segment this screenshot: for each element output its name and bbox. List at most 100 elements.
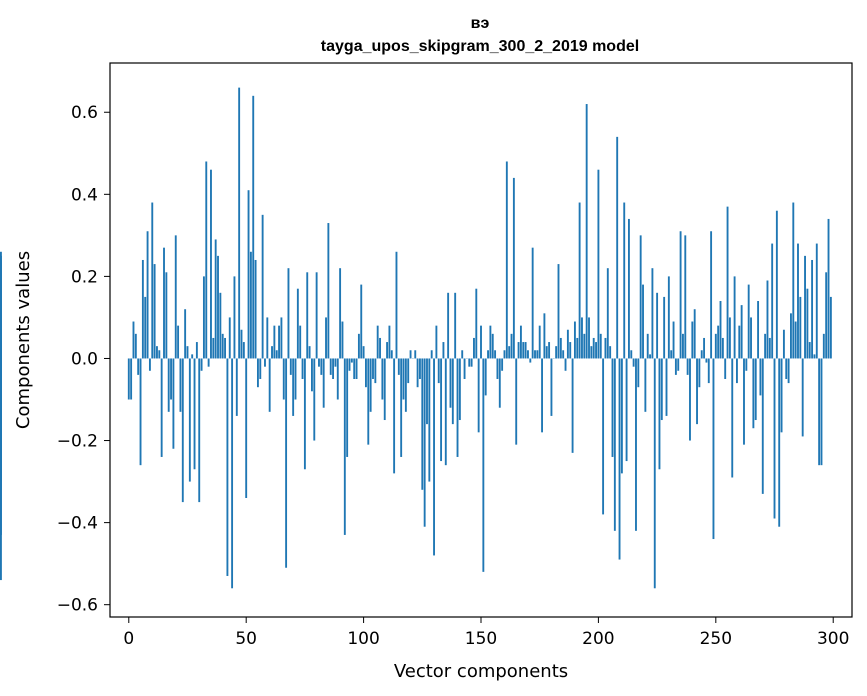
bar [303, 358, 306, 470]
bar [667, 276, 670, 359]
bar [752, 358, 755, 429]
bar [210, 169, 212, 359]
bar [451, 358, 454, 425]
bar [677, 358, 680, 371]
bar [564, 358, 567, 371]
x-tick-label: 200 [582, 629, 614, 649]
bar [231, 358, 234, 589]
y-tick-label: −0.6 [57, 596, 98, 616]
bar [228, 317, 231, 359]
bar [219, 292, 222, 359]
bar [635, 358, 637, 531]
bar [820, 358, 823, 466]
bar [198, 358, 201, 503]
bar [811, 259, 814, 359]
bar [491, 333, 494, 359]
bar [217, 255, 219, 359]
bar [632, 358, 635, 367]
bar [339, 268, 342, 359]
y-axis-ticks: −0.6 −0.4 −0.2 0.0 0.2 0.4 0.6 [57, 103, 110, 616]
bar [139, 358, 142, 466]
bar [207, 358, 210, 367]
bar [534, 350, 536, 359]
bar [470, 358, 473, 367]
bar [313, 358, 316, 441]
bar [376, 325, 379, 359]
y-tick-label: −0.2 [57, 432, 98, 452]
bar [674, 358, 677, 375]
bar [712, 358, 715, 540]
bar [522, 342, 525, 359]
bar [590, 346, 593, 359]
bar [691, 321, 694, 359]
bar [456, 358, 459, 457]
bar [395, 251, 398, 359]
bar [233, 276, 236, 359]
bar [238, 87, 241, 359]
bar [771, 243, 774, 359]
x-tick-label: 100 [347, 629, 379, 649]
bar [818, 358, 821, 466]
bar [527, 350, 529, 359]
bar [592, 337, 595, 359]
bar [517, 342, 520, 359]
bar [717, 325, 720, 359]
bar [266, 317, 269, 359]
bar [148, 358, 151, 371]
bar [137, 358, 140, 375]
x-tick-label: 150 [465, 629, 497, 649]
bar [224, 337, 226, 359]
bar [287, 268, 290, 359]
bar [512, 177, 515, 359]
bar [613, 358, 616, 531]
bar [318, 358, 320, 367]
bar [766, 280, 769, 359]
bar [369, 358, 372, 412]
bar [200, 358, 203, 371]
bar [714, 333, 717, 359]
bar [689, 358, 691, 441]
bar [646, 333, 649, 359]
bar [0, 259, 2, 359]
bar [416, 358, 419, 388]
bar [747, 284, 750, 359]
chart-title: вэ [471, 15, 490, 32]
bar [235, 358, 238, 416]
bar [829, 296, 832, 359]
bar [684, 235, 687, 359]
bar [172, 358, 175, 449]
bar [571, 358, 574, 453]
bar [733, 276, 736, 359]
bar [386, 342, 389, 359]
bar [355, 358, 358, 379]
bar [174, 235, 177, 359]
bar [163, 247, 165, 359]
y-axis-label: Components values [13, 251, 34, 429]
bar [637, 358, 640, 388]
bar [813, 354, 816, 359]
bar [343, 358, 346, 535]
bar [214, 239, 217, 359]
bar [780, 358, 783, 433]
bar [400, 358, 403, 457]
bar [193, 358, 196, 470]
bar [144, 296, 147, 359]
x-axis-label: Vector components [394, 661, 568, 682]
bar [808, 342, 811, 359]
bar [388, 325, 391, 359]
bar [658, 358, 661, 470]
bar [167, 358, 170, 412]
bar [625, 358, 628, 462]
chart-subtitle: tayga_upos_skipgram_300_2_2019 model [321, 38, 639, 55]
bar [156, 346, 158, 359]
bar [0, 358, 2, 581]
bar [524, 342, 527, 359]
bar [475, 288, 478, 359]
bar [531, 247, 534, 359]
bar [226, 358, 229, 576]
bar [505, 161, 508, 359]
bar [367, 358, 370, 445]
bar [750, 317, 752, 359]
bar [660, 358, 663, 421]
bar [620, 358, 623, 474]
